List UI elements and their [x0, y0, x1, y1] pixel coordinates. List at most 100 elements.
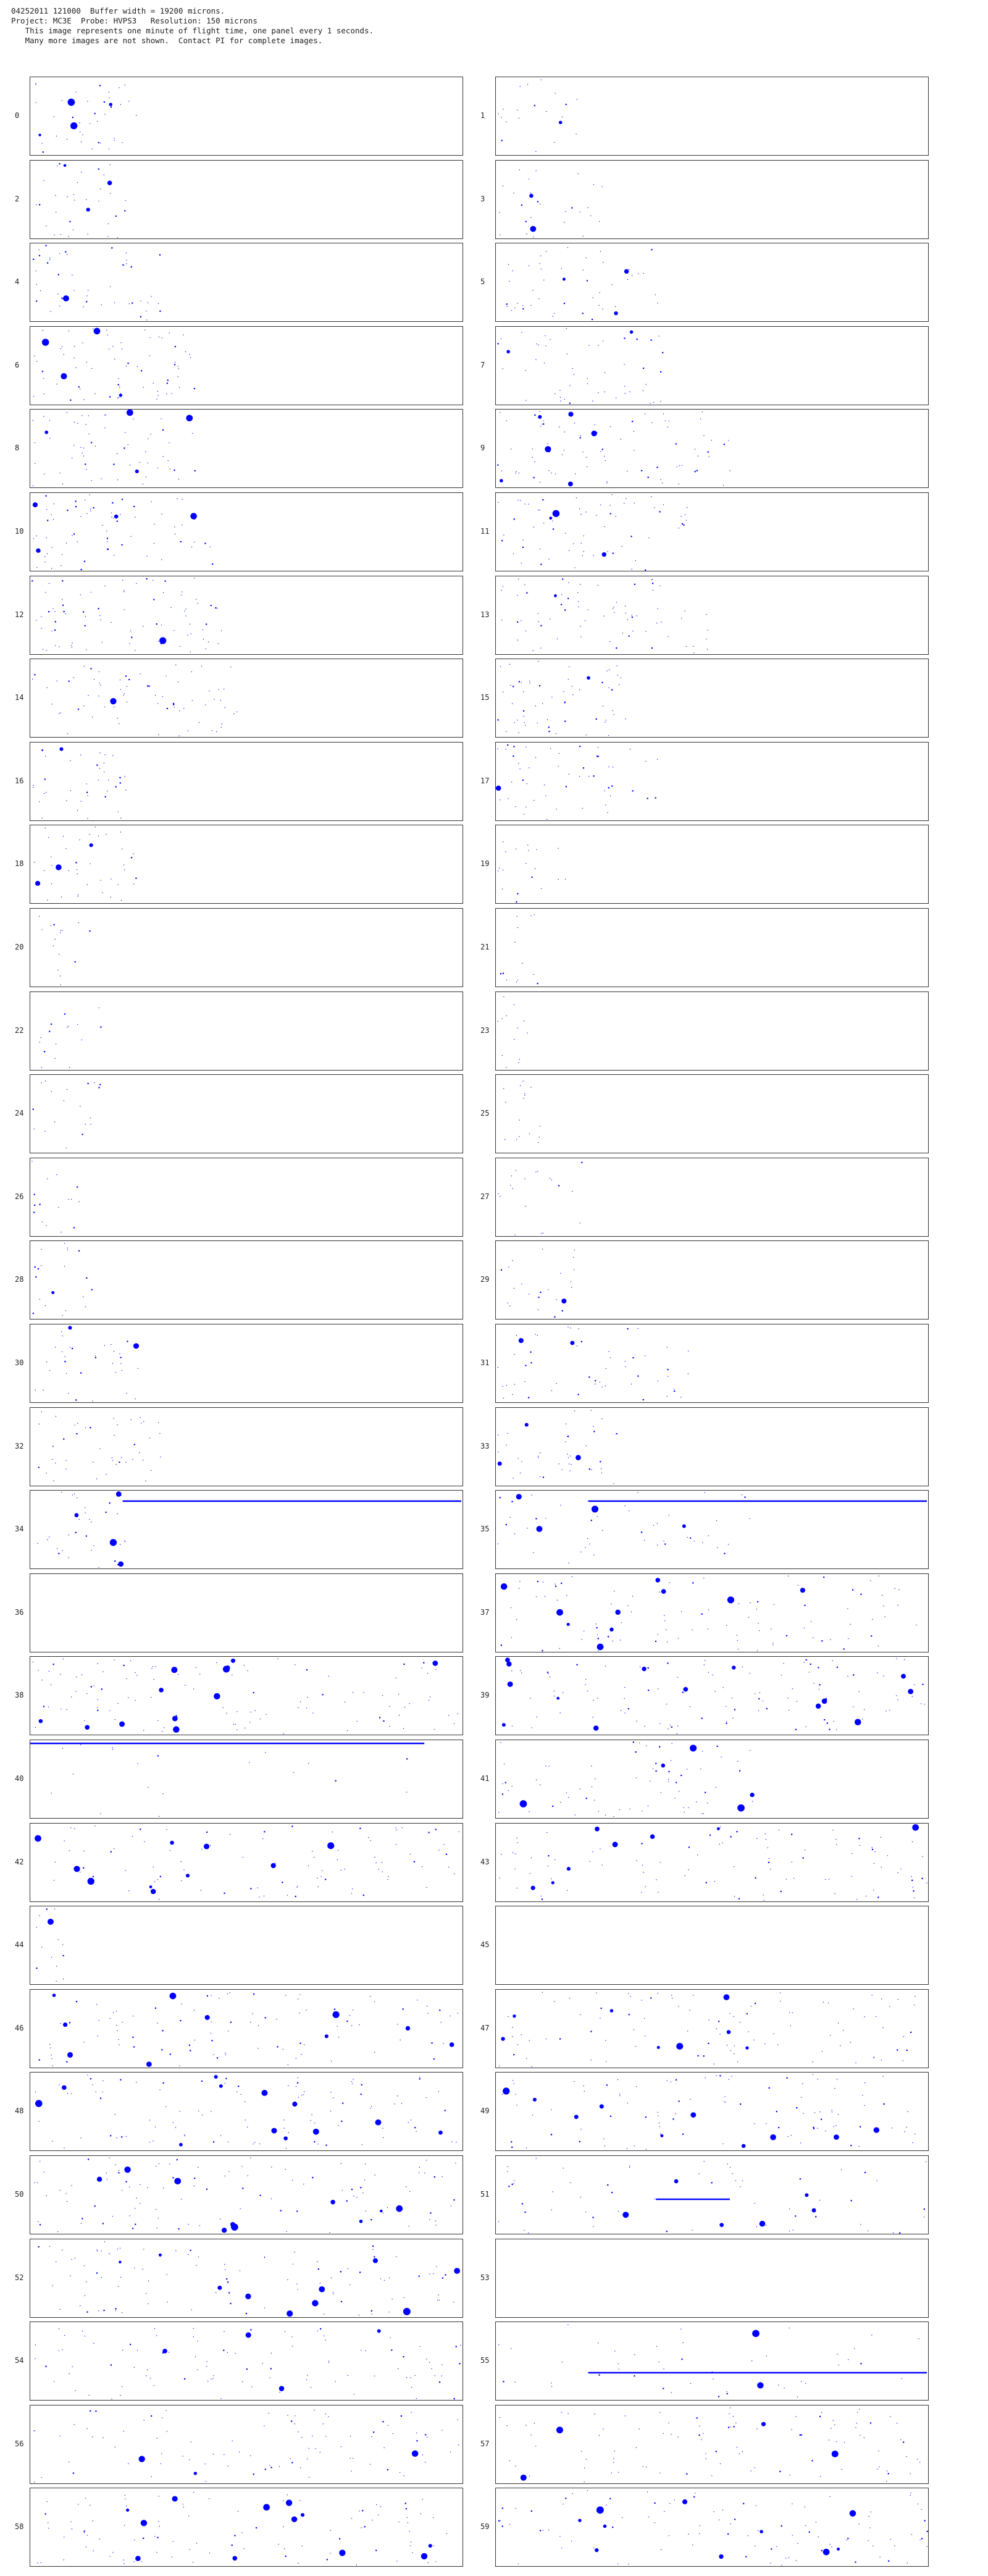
particle-small — [619, 2095, 621, 2097]
particle-small — [551, 2386, 553, 2387]
particle-small — [631, 421, 634, 423]
particle-small — [435, 2561, 437, 2562]
particle-small — [86, 361, 87, 363]
particle-small — [911, 2534, 912, 2535]
particle-small — [63, 1438, 65, 1440]
particle-small — [156, 398, 157, 400]
particle-small — [300, 2467, 301, 2469]
particle-image-9 — [497, 411, 731, 487]
particle-small — [64, 1840, 65, 1842]
particle-small — [512, 1188, 513, 1189]
particle-small — [62, 580, 64, 582]
particle-small — [512, 1260, 513, 1261]
particle-small — [85, 2498, 86, 2499]
particle-large — [405, 2026, 411, 2031]
particle-small — [41, 1221, 43, 1223]
particle-small — [362, 1894, 364, 1896]
particle-small — [364, 2179, 366, 2181]
particle-large — [683, 1686, 689, 1692]
particle-small — [77, 709, 80, 710]
particle-small — [158, 641, 159, 642]
particle-small — [684, 610, 685, 612]
particle-small — [243, 2548, 245, 2549]
particle-panel-48 — [30, 2072, 463, 2151]
particle-small — [264, 2257, 266, 2258]
particle-large — [170, 1840, 174, 1845]
particle-small — [585, 734, 587, 736]
particle-small — [522, 710, 525, 712]
particle-large — [745, 2046, 749, 2050]
particle-small — [250, 2157, 251, 2158]
particle-small — [517, 303, 518, 304]
particle-small — [590, 2031, 592, 2032]
particle-large — [232, 2556, 238, 2561]
particle-image-47 — [499, 1992, 916, 2068]
particle-small — [514, 1533, 516, 1534]
particle-small — [515, 1853, 516, 1854]
panel-label-15: 15 — [480, 693, 490, 702]
particle-small — [790, 2134, 792, 2136]
particle-small — [94, 1825, 96, 1827]
particle-small — [85, 463, 86, 465]
particle-streak — [588, 1500, 927, 1502]
particle-small — [711, 2182, 713, 2184]
particle-small — [552, 528, 555, 530]
particle-small — [181, 594, 182, 596]
particle-small — [635, 560, 636, 562]
particle-small — [520, 1085, 521, 1087]
particle-small — [216, 731, 217, 733]
particle-small — [692, 1582, 694, 1584]
particle-panel-8 — [30, 409, 463, 488]
particle-small — [632, 1357, 634, 1359]
particle-small — [910, 2031, 912, 2033]
particle-small — [507, 744, 509, 746]
particle-small — [41, 1067, 43, 1068]
particle-small — [696, 1801, 697, 1803]
particle-small — [402, 2008, 404, 2010]
particle-small — [80, 568, 82, 571]
particle-small — [598, 2374, 600, 2376]
particle-small — [645, 569, 647, 571]
particle-small — [156, 2552, 157, 2553]
particle-small — [154, 1881, 155, 1882]
particle-small — [644, 1539, 645, 1541]
particle-small — [93, 507, 94, 509]
particle-small — [596, 756, 598, 757]
particle-small — [526, 2058, 527, 2059]
particle-large — [38, 1719, 43, 1724]
particle-small — [598, 305, 600, 306]
particle-small — [532, 650, 534, 651]
particle-small — [162, 592, 164, 593]
particle-small — [194, 2178, 196, 2179]
particle-small — [536, 343, 537, 345]
particle-small — [508, 798, 509, 799]
particle-small — [90, 1686, 93, 1688]
particle-large — [63, 164, 67, 167]
particle-image-0 — [35, 83, 137, 153]
particle-small — [820, 2476, 821, 2477]
particle-small — [511, 1637, 513, 1638]
particle-panel-34 — [30, 1490, 463, 1569]
particle-small — [405, 2508, 407, 2510]
particle-large — [114, 514, 119, 519]
particle-small — [511, 781, 513, 783]
particle-large — [545, 446, 551, 453]
particle-small — [645, 2149, 647, 2150]
particle-small — [39, 204, 41, 206]
particle-small — [699, 2425, 700, 2427]
particle-small — [184, 2134, 185, 2136]
particle-small — [610, 426, 611, 427]
particle-small — [542, 703, 543, 704]
particle-small — [501, 140, 503, 141]
panel-label-39: 39 — [480, 1691, 490, 1699]
particle-small — [157, 1879, 159, 1880]
particle-large — [551, 1881, 555, 1885]
particle-small — [852, 1589, 854, 1591]
particle-small — [172, 2177, 174, 2179]
particle-image-57 — [499, 2407, 921, 2483]
particle-small — [537, 1171, 538, 1172]
particle-small — [804, 1604, 806, 1606]
particle-small — [785, 1635, 788, 1636]
panel-label-54: 54 — [15, 2356, 24, 2365]
particle-small — [77, 1423, 78, 1424]
